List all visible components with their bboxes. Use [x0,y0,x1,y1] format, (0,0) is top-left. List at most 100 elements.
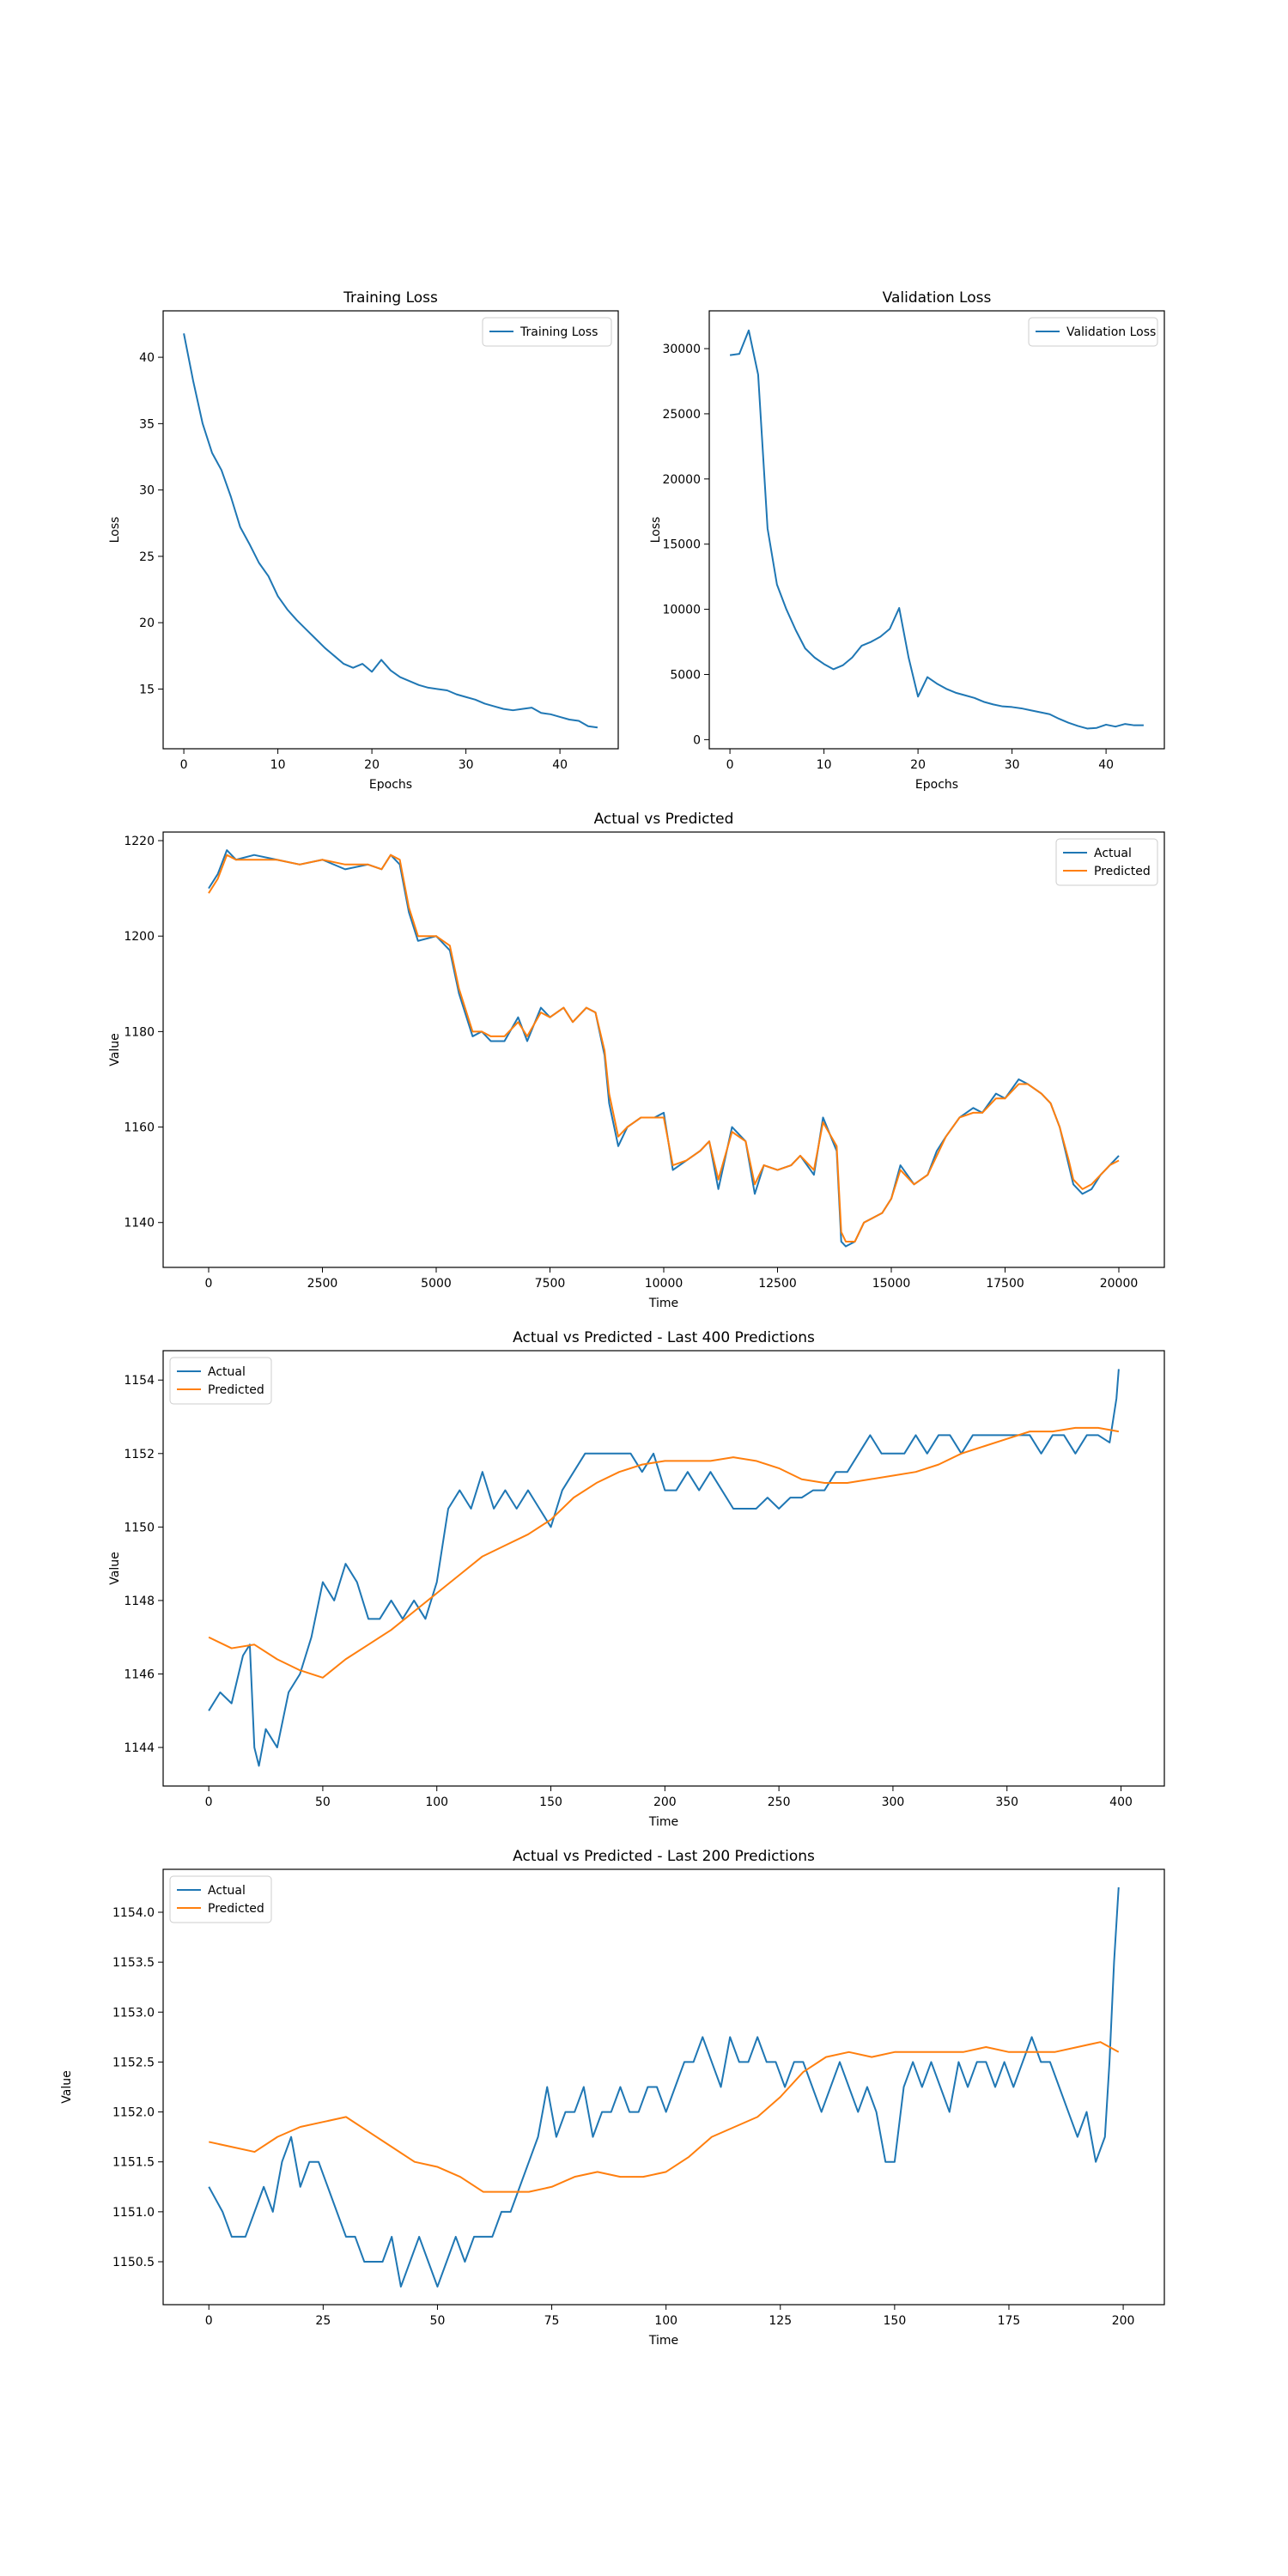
chart-1-x-tick-label: 0 [726,758,734,772]
chart-1-x-tick-label: 10 [817,758,832,772]
chart-3-series-actual-line [208,1369,1120,1767]
chart-3-x-tick-label: 50 [315,1795,331,1809]
chart-1-y-tick-label: 20000 [662,473,701,487]
chart-0-x-tick-label: 0 [180,758,188,772]
chart-4-title: Actual vs Predicted - Last 200 Predictio… [513,1848,815,1865]
chart-1-legend: Validation Loss [1028,317,1158,347]
chart-3-y-axis-label: Value [108,1552,122,1584]
chart-4-y-tick-label: 1152.0 [112,2106,155,2120]
chart-0-y-tick-label: 40 [139,351,155,365]
chart-2-x-tick-label: 2500 [307,1277,338,1291]
chart-3-x-axis-label: Time [648,1815,678,1829]
chart-0-y-tick-label: 30 [139,484,155,498]
chart-3-x-tick-label: 350 [995,1795,1018,1809]
chart-0-series-training-loss-line [183,333,598,729]
chart-4-x-tick-label: 100 [654,2314,677,2328]
chart-4-y-tick-label: 1150.5 [112,2256,155,2269]
chart-1-y-tick-label: 30000 [662,343,701,356]
chart-0-y-tick-label: 20 [139,617,155,630]
chart-2-y-tick-label: 1180 [124,1025,155,1039]
chart-3-y-tick-label: 1144 [124,1741,155,1755]
chart-3-x-tick-label: 200 [653,1795,677,1809]
chart-2-x-tick-label: 15000 [872,1277,911,1291]
chart-4-y-tick-label: 1151.5 [112,2156,155,2170]
chart-4-y-tick-label: 1151.0 [112,2206,155,2220]
chart-4-y-tick-label: 1153.5 [112,1956,155,1970]
chart-4-x-tick-label: 25 [315,2314,331,2328]
chart-2-y-tick-label: 1200 [124,930,155,944]
chart-4-legend: Actual Predicted [169,1875,272,1923]
chart-0-y-tick-label: 35 [139,417,155,431]
chart-3-y-tick-label: 1152 [124,1448,155,1461]
chart-2-x-tick-label: 20000 [1100,1277,1139,1291]
chart-0: Training Loss 0 10 20 30 40 15 20 25 30 35 40 Epochs… [108,289,619,792]
chart-3-x-tick-label: 300 [882,1795,905,1809]
chart-1-series-validation-loss-line [729,329,1144,730]
chart-4-series-predicted-line [209,2041,1120,2193]
chart-4-x-tick-label: 75 [544,2314,560,2328]
chart-2-x-tick-label: 12500 [758,1277,797,1291]
chart-0-x-tick-label: 30 [459,758,474,772]
chart-2-legend-label: Actual [1094,847,1132,860]
chart-0-x-tick-label: 10 [270,758,286,772]
chart-1-x-tick-label: 30 [1005,758,1020,772]
chart-3-x-tick-label: 250 [768,1795,791,1809]
chart-3-x-tick-label: 100 [425,1795,448,1809]
chart-4-legend-box [169,1875,272,1923]
chart-4-x-tick-label: 0 [205,2314,213,2328]
chart-0-plot-frame [162,310,619,750]
chart-1-y-tick-label: 15000 [662,538,701,552]
chart-4-x-tick-label: 125 [769,2314,792,2328]
chart-4-plot-frame [162,1868,1165,2306]
chart-1-plot-frame [708,310,1165,750]
chart-3-x-tick-label: 150 [539,1795,562,1809]
chart-1-x-tick-label: 40 [1098,758,1114,772]
chart-3-legend: Actual Predicted [169,1357,272,1405]
chart-0-y-axis-label: Loss [108,517,122,544]
chart-2-x-tick-label: 10000 [645,1277,683,1291]
chart-1-x-tick-label: 20 [910,758,926,772]
chart-4-y-tick-label: 1154.0 [112,1906,155,1920]
chart-0-y-tick-label: 15 [139,683,155,696]
chart-0-x-tick-label: 20 [364,758,380,772]
chart-4-y-tick-label: 1152.5 [112,2056,155,2069]
chart-2-y-axis-label: Value [108,1033,122,1066]
chart-0-x-axis-label: Epochs [369,778,412,792]
chart-3-plot-frame [162,1350,1165,1787]
chart-2-y-tick-label: 1220 [124,835,155,848]
chart-2-x-axis-label: Time [648,1297,678,1310]
chart-1-y-tick-label: 0 [693,733,701,747]
chart-2-title: Actual vs Predicted [594,811,734,828]
chart-2-legend-box [1055,838,1158,886]
chart-1-y-tick-label: 25000 [662,408,701,422]
chart-4-x-tick-label: 200 [1112,2314,1135,2328]
chart-0-legend-box [482,317,612,347]
chart-4: Actual vs Predicted - Last 200 Predictio… [60,1848,1165,2348]
chart-3-x-tick-label: 400 [1109,1795,1133,1809]
chart-3-legend-label: Actual [208,1365,246,1379]
chart-3-legend-label: Predicted [208,1383,264,1397]
chart-3-y-tick-label: 1146 [124,1668,155,1682]
chart-2-x-tick-label: 17500 [986,1277,1024,1291]
chart-3: Actual vs Predicted - Last 400 Predictio… [108,1329,1165,1829]
chart-2-legend-label: Predicted [1094,865,1151,878]
chart-1-legend-box [1028,317,1158,347]
chart-3-legend-box [169,1357,272,1405]
chart-3-y-tick-label: 1150 [124,1521,155,1534]
chart-3-y-tick-label: 1154 [124,1374,155,1388]
chart-2-y-tick-label: 1160 [124,1121,155,1135]
chart-1-y-axis-label: Loss [649,517,663,544]
chart-4-y-tick-label: 1153.0 [112,2006,155,2020]
chart-2-series-predicted-line [208,854,1120,1242]
chart-3-x-tick-label: 0 [205,1795,213,1809]
chart-2-x-tick-label: 7500 [535,1277,566,1291]
chart-4-x-tick-label: 150 [884,2314,907,2328]
chart-4-y-axis-label: Value [60,2070,74,2103]
chart-4-x-tick-label: 50 [430,2314,446,2328]
chart-2-x-tick-label: 0 [205,1277,213,1291]
chart-4-legend-label: Predicted [208,1902,264,1916]
chart-1-legend-label: Validation Loss [1066,325,1156,339]
chart-0-legend-label: Training Loss [519,325,598,339]
